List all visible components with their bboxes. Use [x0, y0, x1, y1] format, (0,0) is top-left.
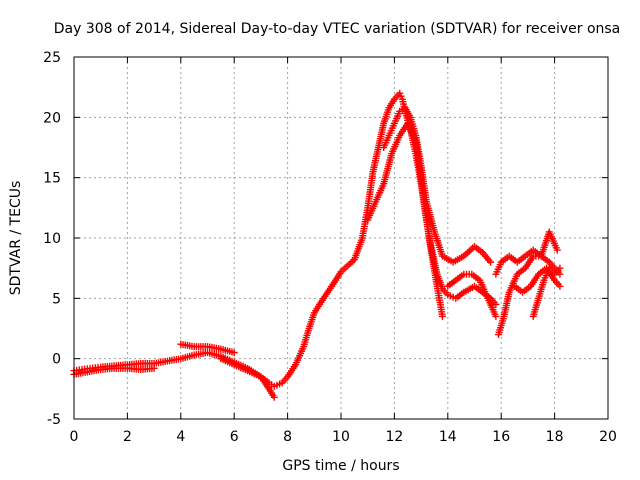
y-tick-label: 25 — [43, 50, 61, 66]
series-early-upper — [177, 340, 238, 357]
data-point — [492, 300, 500, 308]
x-tick-label: 6 — [230, 429, 239, 445]
series-late-d — [529, 264, 564, 320]
x-tick-label: 10 — [332, 429, 350, 445]
grid — [74, 57, 608, 419]
data-point — [556, 282, 564, 290]
data-point — [438, 312, 446, 320]
x-tick-label: 12 — [385, 429, 403, 445]
x-tick-label: 16 — [492, 429, 510, 445]
series-early-lower — [70, 364, 158, 378]
data-point — [270, 393, 278, 401]
x-axis-title: GPS time / hours — [282, 458, 399, 474]
y-tick-label: 20 — [43, 110, 61, 126]
data-markers — [70, 89, 564, 401]
data-point — [556, 264, 564, 272]
x-tick-label: 2 — [123, 429, 132, 445]
data-point — [487, 258, 495, 266]
data-point — [492, 312, 500, 320]
y-axis-title: SDTVAR / TECUs — [8, 181, 24, 296]
series-secondary-upper — [380, 104, 495, 266]
series-late-a — [495, 252, 564, 339]
x-tick-label: 8 — [283, 429, 292, 445]
x-tick-label: 14 — [439, 429, 457, 445]
x-tick-label: 4 — [176, 429, 185, 445]
y-tick-label: 15 — [43, 171, 61, 187]
x-tick-label: 20 — [599, 429, 617, 445]
x-tick-label: 18 — [546, 429, 564, 445]
data-point — [553, 246, 561, 254]
data-point — [150, 364, 158, 372]
series-tail-left — [444, 270, 500, 320]
chart-title: Day 308 of 2014, Sidereal Day-to-day VTE… — [54, 21, 621, 37]
y-tick-label: 5 — [52, 291, 61, 307]
y-tick-label: 10 — [43, 231, 61, 247]
series-main — [70, 89, 500, 390]
x-tick-label: 0 — [70, 429, 79, 445]
y-tick-label: 0 — [52, 352, 61, 368]
data-point — [230, 349, 238, 357]
series-secondary-lower — [364, 119, 446, 320]
y-tick-label: -5 — [47, 412, 61, 428]
series-late-b — [492, 228, 561, 278]
series-afternoon-drop — [217, 355, 278, 401]
axis-ticks: 0 2 4 6 8 10 12 14 16 18 20 -5 0 5 10 15 20 25 — [43, 50, 617, 445]
